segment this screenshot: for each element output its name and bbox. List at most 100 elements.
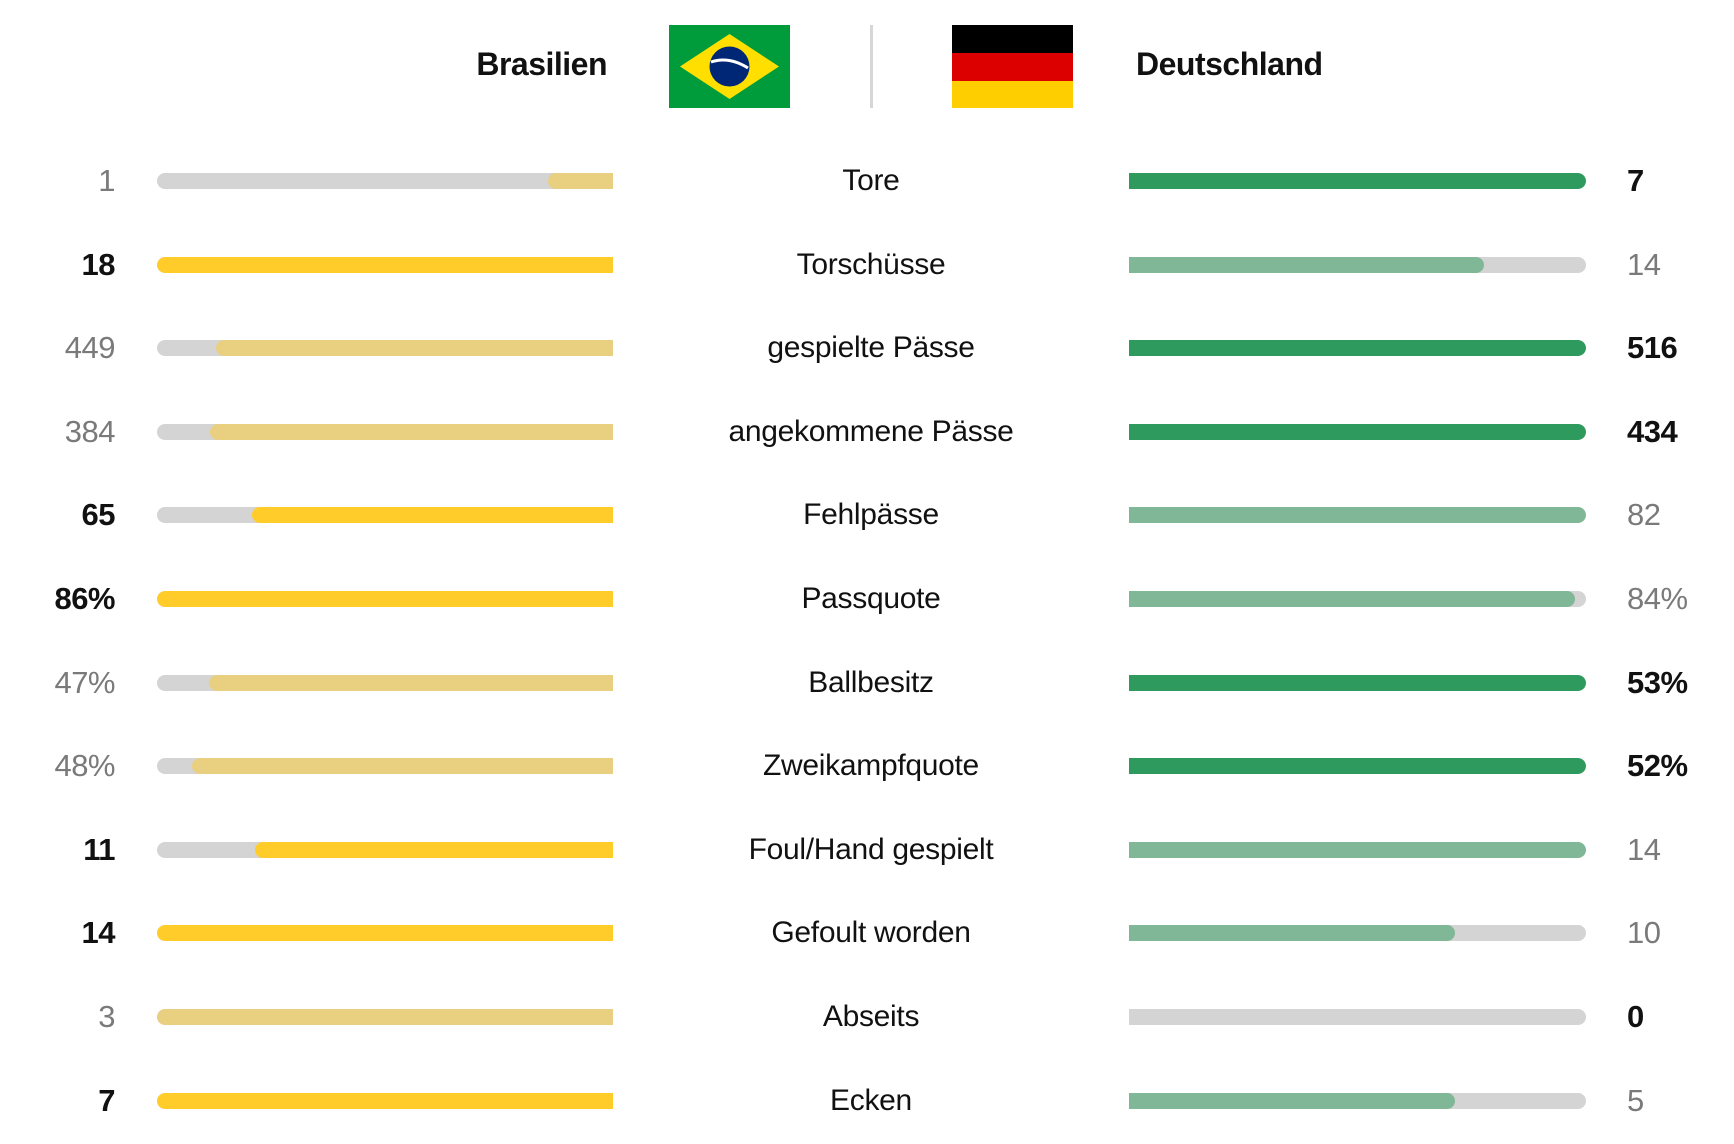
stat-value-left: 11 (83, 831, 115, 867)
stat-bar-right (1129, 841, 1586, 858)
stat-value-left: 86% (54, 581, 115, 616)
stat-label: Gefoult worden (771, 916, 971, 950)
stat-bar-right (1129, 1009, 1586, 1025)
stat-value-left: 384 (64, 413, 116, 449)
stat-row: 48% Zweikampfquote 52% (0, 746, 1734, 786)
stat-value-left: 48% (54, 748, 115, 784)
stat-row: 14 Gefoult worden 10 (0, 913, 1734, 953)
stat-value-left: 3 (98, 999, 115, 1034)
stat-bar-fill-right (1129, 173, 1586, 189)
stat-value-left: 14 (81, 915, 116, 951)
stat-value-right: 52% (1627, 748, 1688, 784)
stat-bar-right (1129, 925, 1586, 942)
stat-label: Tore (842, 164, 900, 197)
stat-bar-left (157, 841, 613, 858)
stat-label: gespielte Pässe (767, 331, 975, 365)
stat-value-right: 53% (1627, 664, 1688, 700)
stat-row: 1 Tore 7 (0, 161, 1734, 201)
stat-bar-fill-left (547, 173, 613, 189)
stat-bar-left (157, 423, 613, 440)
stat-bar-right (1129, 423, 1586, 440)
stat-label: Ballbesitz (808, 665, 934, 699)
stat-bar-fill-left (157, 591, 613, 607)
stat-label: Fehlpässe (803, 498, 939, 532)
stat-value-left: 18 (81, 246, 116, 282)
stat-bar-fill-left (157, 1009, 613, 1025)
stat-row: 11 Foul/Hand gespielt 14 (0, 830, 1734, 870)
stat-bar-fill-left (157, 256, 613, 273)
stat-bar-left (157, 256, 613, 273)
stat-bar-left (157, 507, 613, 524)
stat-row: 3 Abseits 0 (0, 997, 1734, 1037)
stat-bar-fill-right (1129, 340, 1586, 357)
stat-bar-right (1129, 674, 1586, 691)
stat-value-right: 10 (1627, 915, 1661, 951)
stat-value-right: 14 (1627, 246, 1661, 282)
stat-bar-right (1129, 507, 1586, 524)
stat-bar-left (157, 340, 613, 357)
brazil-flag-icon (669, 25, 790, 108)
stat-row: 384 angekommene Pässe 434 (0, 412, 1734, 452)
stat-value-left: 65 (81, 497, 116, 533)
stat-label: angekommene Pässe (728, 414, 1014, 448)
stat-value-left: 1 (98, 163, 115, 198)
stat-row: 7 Ecken 5 (0, 1081, 1734, 1121)
header-divider (870, 25, 873, 108)
stat-value-right: 5 (1627, 1082, 1644, 1118)
stat-bar-left (157, 674, 613, 691)
stat-bar-right (1129, 173, 1586, 189)
stat-bar-fill-right (1129, 841, 1586, 858)
stat-bar-fill-right (1129, 256, 1485, 273)
stat-value-left: 7 (98, 1082, 115, 1118)
stat-bar-fill-left (209, 423, 613, 440)
stat-bar-right (1129, 591, 1586, 607)
stat-bar-fill-right (1129, 925, 1456, 942)
stat-bar-fill-left (208, 674, 613, 691)
stat-bar-left (157, 758, 613, 775)
team-name-left: Brasilien (476, 46, 607, 82)
stat-row: 86% Passquote 84% (0, 579, 1734, 619)
stat-bar-fill-left (157, 1092, 613, 1109)
stat-bar-fill-right (1129, 507, 1586, 524)
stat-bar-fill-right (1129, 1092, 1456, 1109)
stat-row: 65 Fehlpässe 82 (0, 495, 1734, 535)
team-name-right: Deutschland (1136, 46, 1323, 82)
stat-bar-left (157, 1009, 613, 1025)
stat-label: Zweikampfquote (763, 749, 979, 783)
stat-row: 18 Torschüsse 14 (0, 245, 1734, 285)
stat-bar-right (1129, 1092, 1586, 1109)
stat-value-right: 14 (1627, 831, 1661, 867)
stat-value-right: 7 (1627, 163, 1644, 198)
stat-bar-fill-left (157, 925, 613, 942)
stat-value-left: 47% (54, 664, 115, 700)
stat-value-right: 0 (1627, 999, 1644, 1034)
stat-bar-left (157, 925, 613, 942)
stat-bar-fill-left (251, 507, 613, 524)
stat-bar-fill-left (192, 758, 613, 775)
stat-label: Foul/Hand gespielt (748, 832, 994, 866)
stat-bar-right (1129, 758, 1586, 775)
stat-value-right: 434 (1627, 413, 1678, 449)
germany-flag-icon (952, 25, 1073, 108)
stat-bar-fill-left (254, 841, 613, 858)
stat-value-right: 82 (1627, 497, 1661, 533)
stat-bar-left (157, 173, 613, 189)
stat-value-right: 84% (1627, 581, 1688, 616)
stat-bar-fill-right (1129, 674, 1586, 691)
stat-row: 47% Ballbesitz 53% (0, 663, 1734, 703)
stat-bar-right (1129, 340, 1586, 357)
stat-row: 449 gespielte Pässe 516 (0, 328, 1734, 368)
stat-bar-fill-right (1129, 423, 1586, 440)
stat-label: Torschüsse (796, 247, 946, 281)
stat-value-right: 516 (1627, 330, 1678, 366)
stat-bar-left (157, 1092, 613, 1109)
stat-label: Passquote (801, 582, 941, 615)
stat-label: Abseits (822, 1000, 920, 1033)
stat-bar-right (1129, 256, 1586, 273)
stat-bar-fill-left (216, 340, 613, 357)
stat-value-left: 449 (64, 330, 116, 366)
stat-label: Ecken (830, 1083, 912, 1117)
stat-bar-left (157, 591, 613, 607)
stat-bar-fill-right (1129, 591, 1576, 607)
stat-bar-fill-right (1129, 758, 1586, 775)
